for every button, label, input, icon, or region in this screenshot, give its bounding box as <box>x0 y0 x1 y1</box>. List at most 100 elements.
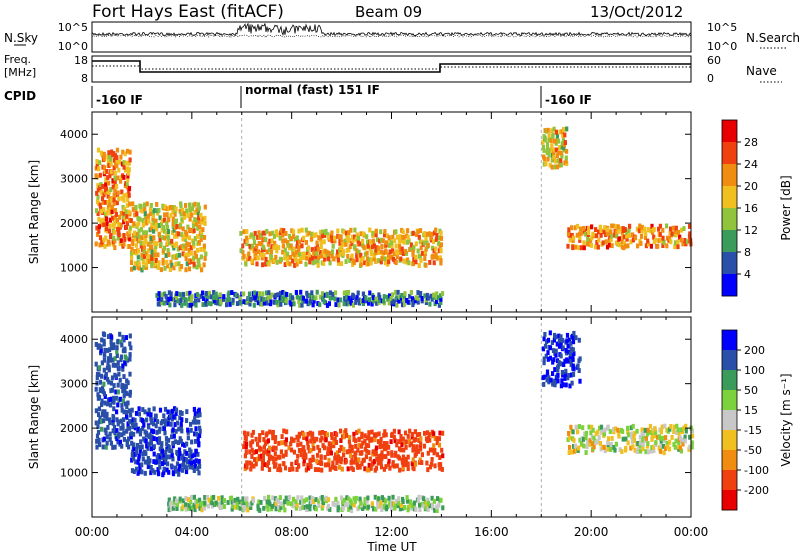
heatmap-cell <box>422 240 426 246</box>
heatmap-cell <box>187 251 191 257</box>
heatmap-cell <box>115 163 119 169</box>
colorbar-tick-label: 24 <box>744 158 758 171</box>
heatmap-cell <box>350 444 354 450</box>
heatmap-cell <box>185 465 189 471</box>
heatmap-cell <box>311 260 315 266</box>
heatmap-cell <box>611 223 615 229</box>
heatmap-cell <box>189 250 193 256</box>
heatmap-cell <box>140 469 144 475</box>
heatmap-cell <box>363 497 367 502</box>
heatmap-cell <box>419 446 423 452</box>
heatmap-cell <box>240 500 244 506</box>
heatmap-cell <box>296 453 300 459</box>
heatmap-cell <box>306 431 310 437</box>
heatmap-cell <box>133 212 137 218</box>
heatmap-cell <box>198 428 202 434</box>
heatmap-cell <box>100 218 104 224</box>
heatmap-cell <box>278 463 282 469</box>
heatmap-cell <box>163 406 168 412</box>
heatmap-cell <box>359 252 363 258</box>
heatmap-cell <box>163 265 167 271</box>
heatmap-cell <box>285 292 289 297</box>
heatmap-cell <box>567 431 571 436</box>
heatmap-cell <box>171 505 176 511</box>
heatmap-cell <box>676 244 680 250</box>
heatmap-cell <box>334 466 338 471</box>
heatmap-cell <box>268 445 272 451</box>
heatmap-cell <box>192 243 196 249</box>
heatmap-cell <box>564 368 568 374</box>
heatmap-cell <box>145 459 149 465</box>
x-axis-title: Time UT <box>366 540 417 554</box>
heatmap-cell <box>153 247 157 253</box>
heatmap-cell <box>406 454 410 460</box>
heatmap-cell <box>380 237 384 243</box>
x-tick-label: 00:00 <box>75 525 110 539</box>
heatmap-cell <box>109 342 113 348</box>
heatmap-cell <box>320 253 324 259</box>
heatmap-cell <box>379 249 383 255</box>
heatmap-cell <box>265 503 269 509</box>
heatmap-cell <box>371 230 375 236</box>
heatmap-cell <box>550 143 554 149</box>
heatmap-cell <box>606 424 610 430</box>
heatmap-cell <box>303 251 307 257</box>
heatmap-cell <box>384 432 388 438</box>
heatmap-cell <box>196 436 200 442</box>
heatmap-cell <box>380 450 384 456</box>
heatmap-cell <box>94 420 98 426</box>
heatmap-cell <box>256 441 260 447</box>
heatmap-cell <box>98 387 102 393</box>
heatmap-cell <box>147 218 151 224</box>
heatmap-cell <box>408 428 412 434</box>
heatmap-cell <box>384 498 388 504</box>
heatmap-cell <box>274 462 278 468</box>
heatmap-cell <box>263 495 267 501</box>
heatmap-cell <box>439 230 443 236</box>
heatmap-cell <box>365 234 369 240</box>
heatmap-cell <box>414 461 418 467</box>
heatmap-cell <box>560 141 564 147</box>
heatmap-cell <box>158 426 162 432</box>
heatmap-cell <box>202 235 207 240</box>
heatmap-cell <box>135 466 139 472</box>
heatmap-cell <box>128 418 132 424</box>
heatmap-cell <box>396 503 400 509</box>
heatmap-cell <box>387 444 391 450</box>
heatmap-cell <box>379 436 383 442</box>
heatmap-cell <box>165 212 169 218</box>
heatmap-cell <box>127 244 131 249</box>
heatmap-cell <box>584 450 588 455</box>
heatmap-cell <box>317 448 322 453</box>
heatmap-cell <box>338 464 342 470</box>
heatmap-cell <box>181 246 186 251</box>
heatmap-cell <box>629 445 633 451</box>
heatmap-cell <box>666 444 670 450</box>
heatmap-cell <box>196 225 200 231</box>
heatmap-cell <box>416 248 420 254</box>
heatmap-cell <box>403 293 407 299</box>
heatmap-cell <box>400 246 404 252</box>
heatmap-cell <box>430 502 435 508</box>
heatmap-cell <box>420 460 424 465</box>
heatmap-cell <box>659 429 663 435</box>
heatmap-cell <box>136 470 140 476</box>
heatmap-cell <box>330 435 334 441</box>
heatmap-cell <box>553 382 557 388</box>
heatmap-cell <box>116 402 120 408</box>
heatmap-cell <box>579 245 583 251</box>
heatmap-cell <box>174 295 178 301</box>
heatmap-cell <box>123 401 128 407</box>
heatmap-cell <box>122 417 126 423</box>
heatmap-cell <box>182 234 186 240</box>
heatmap-cell <box>319 237 323 242</box>
heatmap-cell <box>213 298 217 303</box>
heatmap-cell <box>304 227 308 233</box>
heatmap-cell <box>203 256 207 261</box>
heatmap-cell <box>153 240 157 246</box>
heatmap-cell <box>139 204 143 209</box>
heatmap-cell <box>270 238 274 244</box>
heatmap-cell <box>96 424 100 430</box>
heatmap-cell <box>554 334 558 340</box>
heatmap-cell <box>317 467 321 473</box>
